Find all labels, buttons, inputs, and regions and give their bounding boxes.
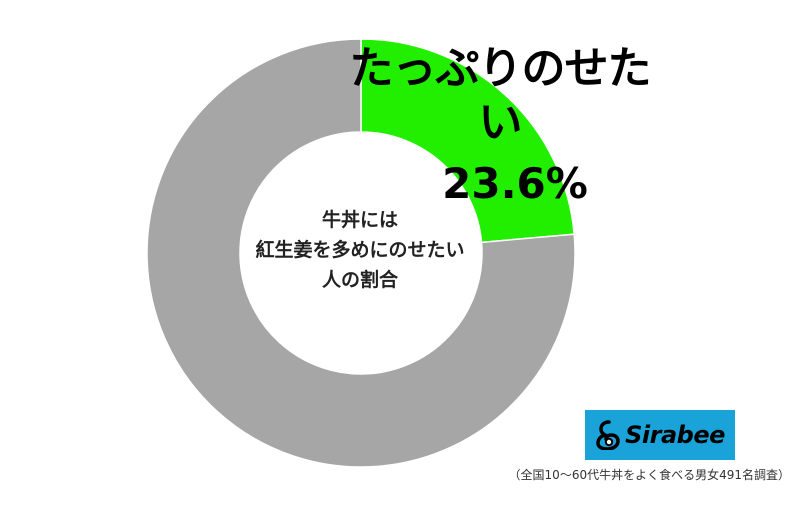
donut-slice-1 (146, 38, 576, 468)
slice-label-value: 23.6% (442, 159, 588, 208)
logo-text: Sirabee (625, 421, 725, 449)
center-title-line-2: 紅生姜を多めにのせたい (255, 239, 465, 261)
center-title-line-1: 牛丼には (321, 209, 398, 231)
donut-slice-0 (360, 38, 575, 244)
center-title-line-3: 人の割合 (321, 269, 398, 291)
slice-label-name: たっぷりのせたい (349, 43, 652, 148)
sirabee-logo: Sirabee (585, 410, 735, 460)
sirabee-mark-icon (596, 420, 620, 450)
highlight-slice-label: たっぷりのせたい 23.6% (330, 42, 670, 212)
chart-center-title: 牛丼には 紅生姜を多めにのせたい 人の割合 (240, 205, 480, 295)
survey-footnote: （全国10〜60代牛丼をよく食べる男女491名調査） (508, 468, 790, 482)
